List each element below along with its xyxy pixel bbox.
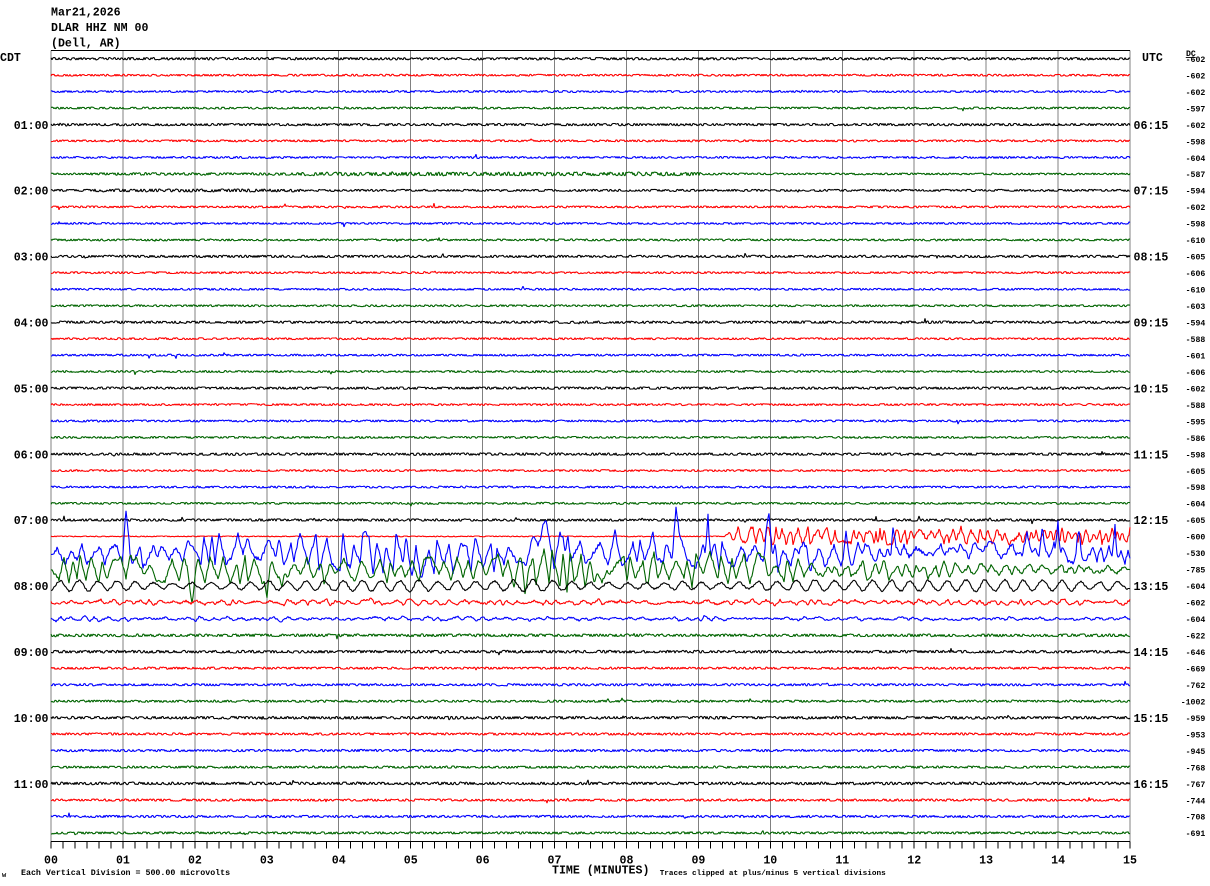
svg-text:02: 02 [188,855,202,868]
svg-text:05: 05 [404,855,418,868]
svg-text:Each Vertical Division = 500.: Each Vertical Division = 500.00 microvol… [21,868,230,878]
svg-text:09: 09 [691,855,705,868]
svg-text:-598: -598 [1186,484,1206,493]
svg-text:06:00: 06:00 [14,449,49,462]
svg-text:04: 04 [332,855,346,868]
svg-text:-945: -945 [1186,748,1206,757]
svg-text:CDT: CDT [0,52,21,65]
svg-text:14: 14 [1051,855,1065,868]
svg-text:11:15: 11:15 [1134,449,1169,462]
svg-text:-588: -588 [1186,402,1206,411]
svg-text:15: 15 [1123,855,1137,868]
svg-text:02:00: 02:00 [14,186,49,199]
svg-text:-669: -669 [1186,666,1206,675]
svg-text:09:00: 09:00 [14,647,49,660]
svg-text:-602: -602 [1186,72,1206,81]
svg-text:-601: -601 [1186,352,1206,361]
svg-text:01: 01 [116,855,130,868]
svg-text:TIME (MINUTES): TIME (MINUTES) [552,865,649,878]
svg-text:11: 11 [835,855,849,868]
svg-text:-598: -598 [1186,451,1206,460]
svg-text:(Dell, AR): (Dell, AR) [51,38,121,51]
svg-text:-602: -602 [1186,204,1206,213]
svg-text:10:15: 10:15 [1134,383,1169,396]
svg-text:-594: -594 [1186,320,1206,329]
svg-text:07:15: 07:15 [1134,186,1169,199]
svg-text:12: 12 [907,855,921,868]
svg-text:-604: -604 [1186,616,1206,625]
svg-text:-691: -691 [1186,830,1206,839]
svg-text:01:00: 01:00 [14,120,49,133]
svg-text:-768: -768 [1186,764,1206,773]
svg-text:-610: -610 [1186,287,1206,296]
svg-text:-602: -602 [1186,56,1206,65]
svg-text:-598: -598 [1186,138,1206,147]
svg-text:-785: -785 [1186,567,1206,576]
svg-text:08:15: 08:15 [1134,252,1169,265]
svg-text:-744: -744 [1186,797,1206,806]
svg-text:10:00: 10:00 [14,713,49,726]
svg-text:-605: -605 [1186,517,1206,526]
svg-text:08: 08 [620,855,634,868]
svg-text:05:00: 05:00 [14,383,49,396]
svg-text:07: 07 [548,855,562,868]
svg-text:-600: -600 [1186,534,1206,543]
svg-text:03:00: 03:00 [14,252,49,265]
svg-text:08:00: 08:00 [14,581,49,594]
svg-text:-587: -587 [1186,171,1206,180]
svg-text:14:15: 14:15 [1134,647,1169,660]
svg-text:11:00: 11:00 [14,779,49,792]
svg-text:06: 06 [476,855,490,868]
svg-text:-595: -595 [1186,418,1206,427]
svg-text:-767: -767 [1186,781,1206,790]
svg-text:-1002: -1002 [1181,698,1206,707]
svg-text:16:15: 16:15 [1134,779,1169,792]
svg-text:-610: -610 [1186,237,1206,246]
svg-text:-602: -602 [1186,600,1206,609]
svg-text:06:15: 06:15 [1134,120,1169,133]
svg-text:12:15: 12:15 [1134,515,1169,528]
svg-text:-602: -602 [1186,385,1206,394]
svg-text:-606: -606 [1186,369,1206,378]
svg-text:-762: -762 [1186,682,1206,691]
svg-text:13:15: 13:15 [1134,581,1169,594]
svg-text:04:00: 04:00 [14,318,49,331]
svg-text:-604: -604 [1186,501,1206,510]
svg-text:09:15: 09:15 [1134,318,1169,331]
svg-text:-605: -605 [1186,468,1206,477]
svg-text:-530: -530 [1186,550,1206,559]
svg-text:UTC: UTC [1142,52,1163,65]
svg-text:-646: -646 [1186,649,1206,658]
svg-text:15:15: 15:15 [1134,713,1169,726]
svg-text:-622: -622 [1186,633,1206,642]
svg-text:DLAR HHZ NM 00: DLAR HHZ NM 00 [51,22,148,35]
svg-text:-602: -602 [1186,89,1206,98]
svg-text:Traces clipped at plus/minus 5: Traces clipped at plus/minus 5 vertical … [660,870,886,878]
svg-text:-597: -597 [1186,105,1206,114]
svg-text:-604: -604 [1186,583,1206,592]
svg-text:-708: -708 [1186,814,1206,823]
svg-text:-605: -605 [1186,254,1206,263]
svg-text:07:00: 07:00 [14,515,49,528]
svg-text:-959: -959 [1186,715,1206,724]
svg-text:03: 03 [260,855,274,868]
svg-text:00: 00 [44,855,58,868]
svg-text:DC: DC [1186,50,1196,59]
svg-text:-588: -588 [1186,336,1206,345]
svg-text:-953: -953 [1186,731,1206,740]
svg-text:-606: -606 [1186,270,1206,279]
svg-text:10: 10 [763,855,777,868]
svg-text:-598: -598 [1186,221,1206,230]
svg-text:-604: -604 [1186,155,1206,164]
svg-text:13: 13 [979,855,993,868]
svg-text:-602: -602 [1186,122,1206,131]
svg-text:w: w [2,872,7,880]
svg-text:Mar21,2026: Mar21,2026 [51,6,121,19]
svg-text:-586: -586 [1186,435,1206,444]
svg-text:-594: -594 [1186,188,1206,197]
svg-text:-603: -603 [1186,303,1206,312]
